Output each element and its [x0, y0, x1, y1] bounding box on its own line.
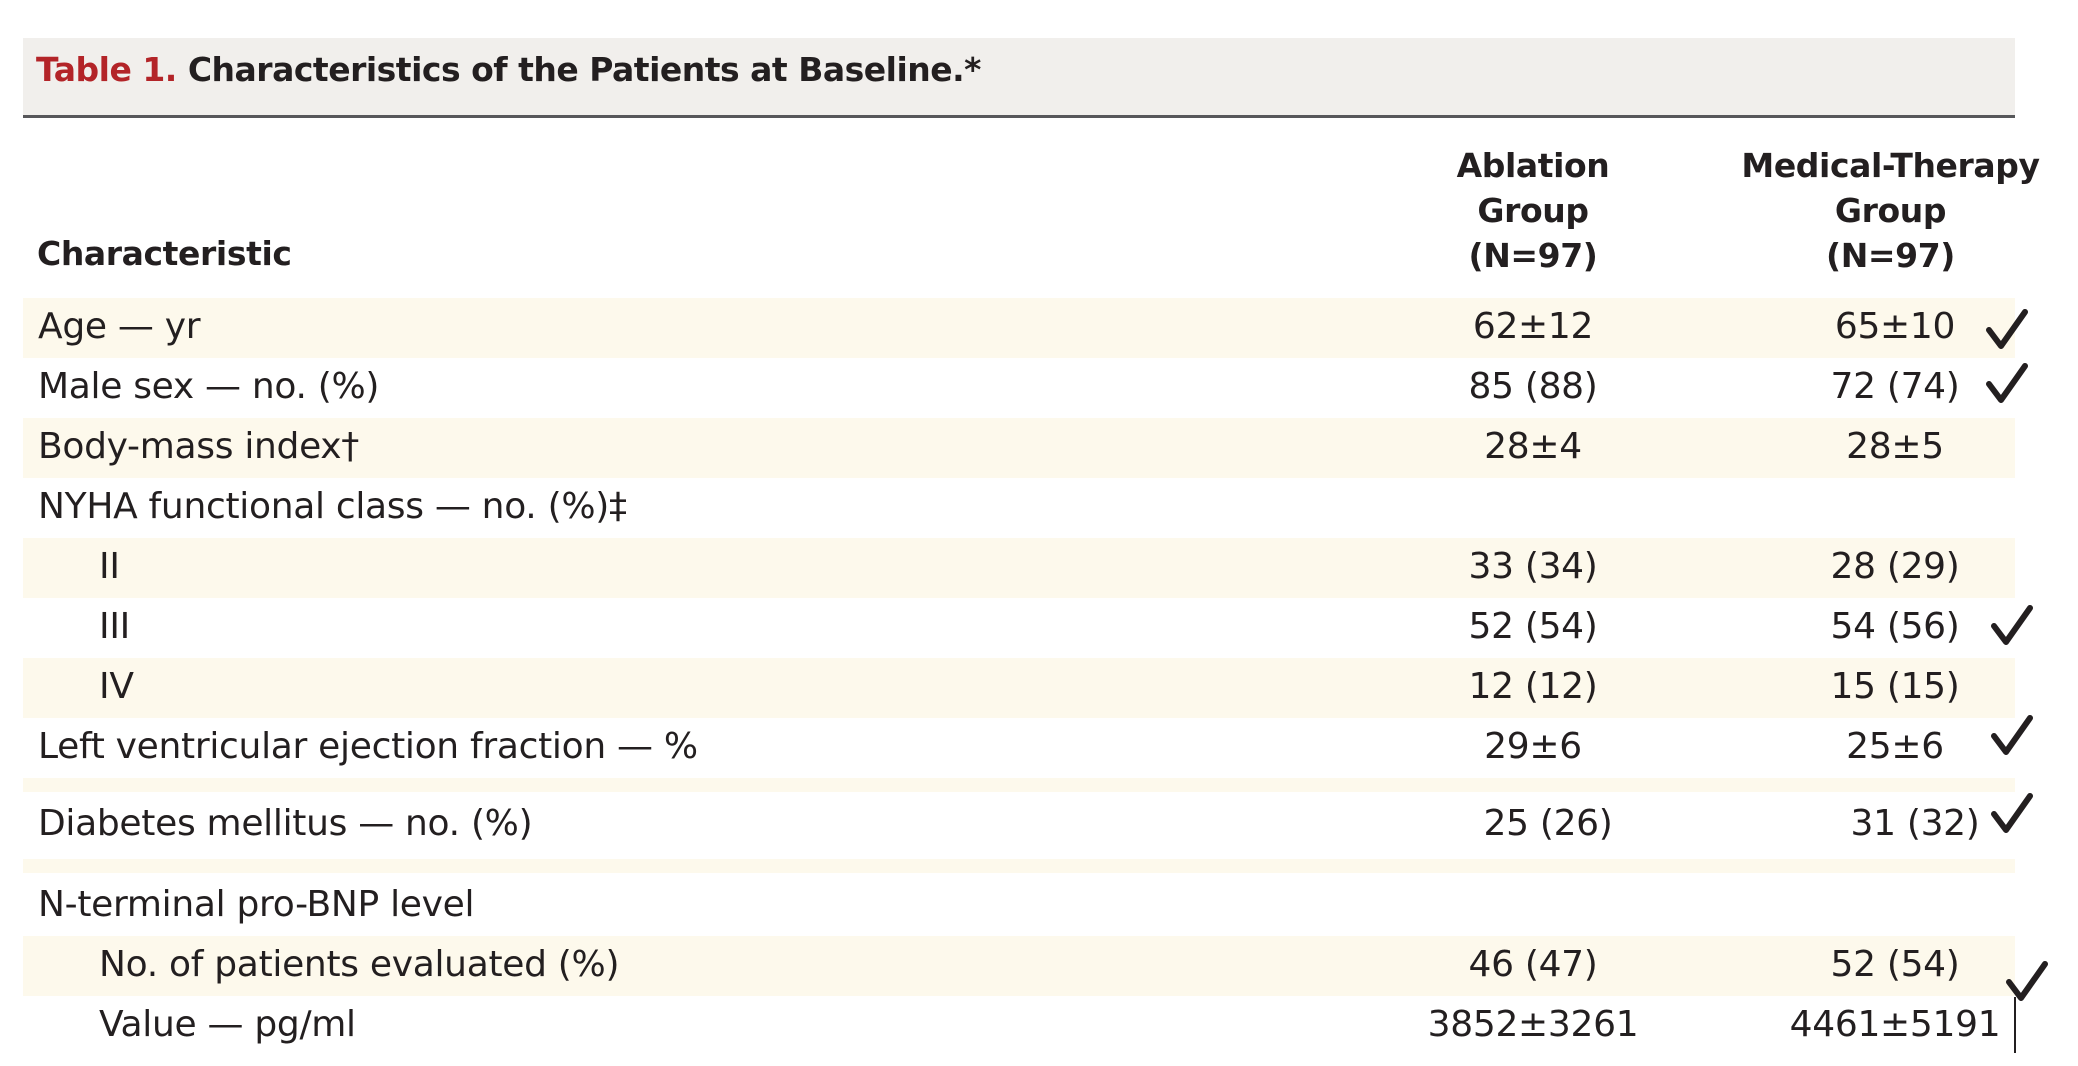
table-row: Age — yr 62±12 65±10	[23, 298, 2015, 358]
medical-value: 54 (56)	[1830, 606, 1960, 647]
medical-value: 28 (29)	[1830, 546, 1960, 587]
header-medical-therapy-group: Medical-Therapy Group (N=97)	[1668, 143, 2078, 278]
ablation-value: 62±12	[1472, 306, 1594, 347]
row-separator-band	[23, 859, 2015, 873]
header-ablation-line: Group	[1477, 191, 1589, 230]
table-title: Table 1. Characteristics of the Patients…	[36, 50, 981, 89]
bracket-line	[2014, 997, 2016, 1053]
ablation-value: 28±4	[1484, 426, 1582, 467]
ablation-value: 29±6	[1484, 726, 1582, 767]
table-row: NYHA functional class — no. (%)‡	[23, 478, 2015, 538]
ablation-value: 12 (12)	[1468, 666, 1598, 707]
check-mark-icon	[1990, 792, 2034, 836]
row-label: No. of patients evaluated (%)	[99, 944, 620, 985]
medical-value: 72 (74)	[1830, 366, 1960, 407]
check-mark-icon	[1990, 604, 2034, 648]
table-row: III 52 (54) 54 (56)	[23, 598, 2015, 658]
header-ablation-line: Ablation	[1456, 146, 1610, 185]
table-number: Table 1.	[36, 50, 177, 89]
table-row: II 33 (34) 28 (29)	[23, 538, 2015, 598]
row-label: III	[99, 606, 130, 647]
table-row: Value — pg/ml 3852±3261 4461±5191	[23, 996, 2015, 1056]
medical-value: 25±6	[1846, 726, 1944, 767]
table-row: IV 12 (12) 15 (15)	[23, 658, 2015, 718]
row-label: II	[99, 546, 120, 587]
ablation-value: 85 (88)	[1468, 366, 1598, 407]
row-label: Diabetes mellitus — no. (%)	[38, 803, 533, 844]
check-mark-icon	[2005, 960, 2049, 1004]
check-mark-icon	[1990, 714, 2034, 758]
medical-value: 4461±5191	[1789, 1004, 2001, 1045]
table-row: Body-mass index† 28±4 28±5	[23, 418, 2015, 478]
table-row: N-terminal pro-BNP level	[23, 876, 2015, 936]
ablation-value: 3852±3261	[1427, 1004, 1639, 1045]
header-medical-line: (N=97)	[1826, 236, 1955, 275]
row-label: Male sex — no. (%)	[38, 366, 380, 407]
medical-value: 31 (32)	[1850, 803, 1980, 844]
table-title-bar: Table 1. Characteristics of the Patients…	[23, 38, 2015, 118]
table-row: Left ventricular ejection fraction — % 2…	[23, 718, 2015, 778]
header-medical-line: Medical-Therapy	[1741, 146, 2040, 185]
ablation-value: 25 (26)	[1483, 803, 1613, 844]
medical-value: 28±5	[1846, 426, 1944, 467]
medical-value: 15 (15)	[1830, 666, 1960, 707]
table-caption: Characteristics of the Patients at Basel…	[187, 50, 982, 89]
header-medical-line: Group	[1834, 191, 1947, 230]
table-header: Characteristic Ablation Group (N=97) Med…	[23, 143, 2040, 293]
row-separator-band	[23, 778, 2015, 792]
header-ablation-group: Ablation Group (N=97)	[1333, 143, 1733, 278]
ablation-value: 52 (54)	[1468, 606, 1598, 647]
table-row: No. of patients evaluated (%) 46 (47) 52…	[23, 936, 2015, 996]
table-row: Male sex — no. (%) 85 (88) 72 (74)	[23, 358, 2015, 418]
ablation-value: 46 (47)	[1468, 944, 1598, 985]
check-mark-icon	[1985, 308, 2029, 352]
medical-value: 65±10	[1834, 306, 1956, 347]
header-characteristic: Characteristic	[37, 234, 292, 273]
row-label: IV	[99, 666, 134, 707]
row-label: Value — pg/ml	[99, 1004, 356, 1045]
ablation-value: 33 (34)	[1468, 546, 1598, 587]
row-label: N-terminal pro-BNP level	[38, 884, 475, 925]
table-row: Diabetes mellitus — no. (%) 25 (26) 31 (…	[23, 795, 2015, 859]
row-label: Body-mass index†	[38, 426, 360, 467]
header-ablation-line: (N=97)	[1468, 236, 1598, 275]
row-label: Age — yr	[38, 306, 201, 347]
check-mark-icon	[1985, 362, 2029, 406]
row-label: Left ventricular ejection fraction — %	[38, 726, 698, 767]
row-label: NYHA functional class — no. (%)‡	[38, 486, 627, 527]
medical-value: 52 (54)	[1830, 944, 1960, 985]
